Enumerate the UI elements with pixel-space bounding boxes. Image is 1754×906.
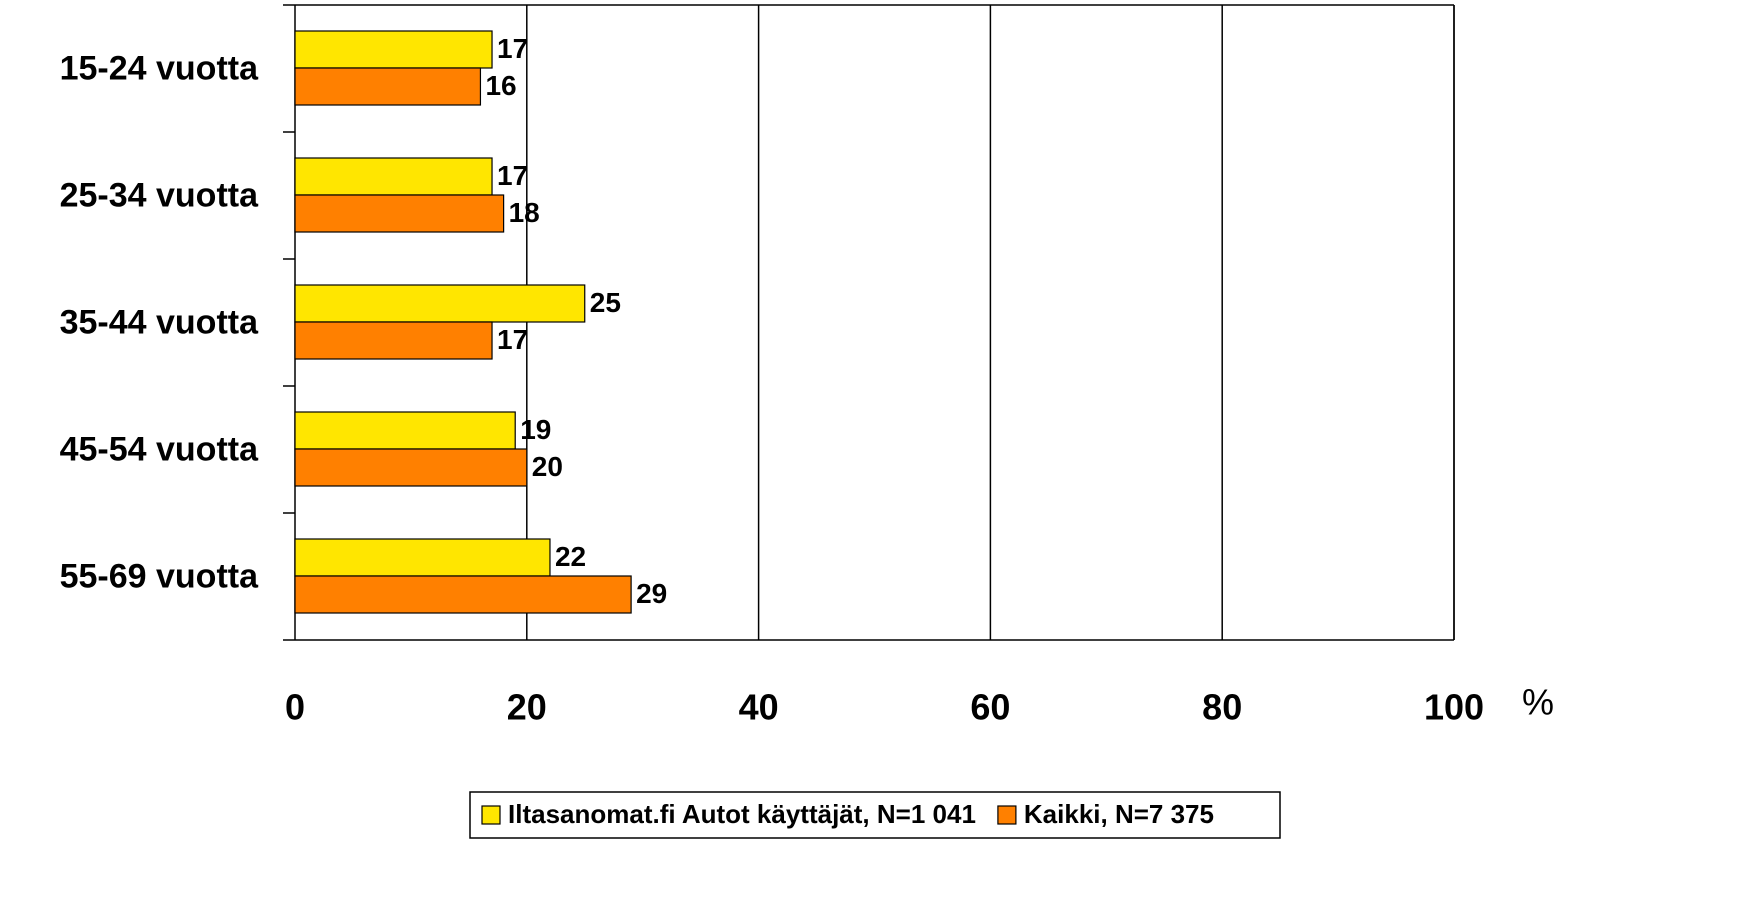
data-label: 19	[520, 414, 551, 445]
bar	[294, 284, 586, 323]
bar	[294, 538, 551, 577]
data-label: 25	[590, 287, 621, 318]
data-label: 20	[532, 451, 563, 482]
legend-swatch	[481, 805, 501, 825]
y-tick-label: 35-44 vuotta	[60, 303, 259, 341]
x-tick-label: 40	[739, 687, 779, 728]
y-tick-label: 25-34 vuotta	[60, 176, 259, 214]
data-label: 17	[497, 324, 528, 355]
data-label: 17	[497, 160, 528, 191]
legend-swatch	[997, 805, 1017, 825]
bar	[294, 321, 493, 360]
data-label: 18	[509, 197, 540, 228]
data-label: 17	[497, 33, 528, 64]
x-tick-label: 80	[1202, 687, 1242, 728]
x-tick-label: 100	[1424, 687, 1484, 728]
y-tick-label: 55-69 vuotta	[60, 557, 259, 595]
bar	[294, 575, 632, 614]
data-label: 22	[555, 541, 586, 572]
bar	[294, 448, 528, 487]
bar	[294, 194, 505, 233]
y-tick-label: 15-24 vuotta	[60, 49, 259, 87]
legend-label: Iltasanomat.fi Autot käyttäjät, N=1 041	[508, 799, 976, 829]
legend-label: Kaikki, N=7 375	[1024, 799, 1214, 829]
x-tick-label: 0	[285, 687, 305, 728]
y-tick-label: 45-54 vuotta	[60, 430, 259, 468]
legend-box	[469, 791, 1281, 839]
bar	[294, 30, 493, 69]
x-tick-label: 60	[970, 687, 1010, 728]
data-label: 16	[485, 70, 516, 101]
bar	[294, 157, 493, 196]
bar	[294, 411, 516, 450]
x-tick-label: 20	[507, 687, 547, 728]
x-axis-label: %	[1522, 682, 1554, 723]
bar	[294, 67, 482, 106]
data-label: 29	[636, 578, 667, 609]
